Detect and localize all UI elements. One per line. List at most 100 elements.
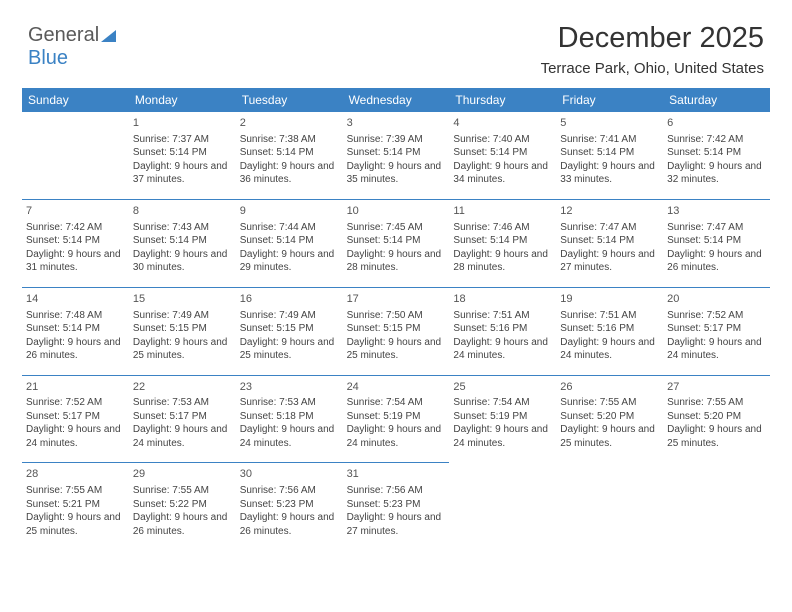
sunset-line: Sunset: 5:14 PM — [667, 146, 766, 160]
daylight-line: Daylight: 9 hours and 25 minutes. — [133, 336, 232, 363]
sunrise-line: Sunrise: 7:51 AM — [560, 309, 659, 323]
daylight-line: Daylight: 9 hours and 32 minutes. — [667, 160, 766, 187]
calendar-cell: 7Sunrise: 7:42 AMSunset: 5:14 PMDaylight… — [22, 199, 129, 287]
daylight-line: Daylight: 9 hours and 24 minutes. — [240, 423, 339, 450]
sunrise-line: Sunrise: 7:47 AM — [667, 221, 766, 235]
daylight-line: Daylight: 9 hours and 26 minutes. — [240, 511, 339, 538]
calendar-cell: 20Sunrise: 7:52 AMSunset: 5:17 PMDayligh… — [663, 287, 770, 375]
daylight-line: Daylight: 9 hours and 24 minutes. — [133, 423, 232, 450]
day-number: 5 — [560, 116, 659, 131]
calendar-cell: 8Sunrise: 7:43 AMSunset: 5:14 PMDaylight… — [129, 199, 236, 287]
day-number: 2 — [240, 116, 339, 131]
sunrise-line: Sunrise: 7:52 AM — [667, 309, 766, 323]
calendar-cell: 29Sunrise: 7:55 AMSunset: 5:22 PMDayligh… — [129, 462, 236, 550]
daylight-line: Daylight: 9 hours and 29 minutes. — [240, 248, 339, 275]
sunrise-line: Sunrise: 7:56 AM — [240, 484, 339, 498]
sunset-line: Sunset: 5:14 PM — [240, 146, 339, 160]
day-number: 24 — [347, 380, 446, 395]
day-header-wednesday: Wednesday — [343, 88, 450, 112]
sunset-line: Sunset: 5:14 PM — [453, 146, 552, 160]
page-title: December 2025 — [558, 22, 764, 55]
day-number: 29 — [133, 467, 232, 482]
daylight-line: Daylight: 9 hours and 24 minutes. — [26, 423, 125, 450]
day-header-monday: Monday — [129, 88, 236, 112]
day-number: 12 — [560, 204, 659, 219]
calendar-cell: 28Sunrise: 7:55 AMSunset: 5:21 PMDayligh… — [22, 462, 129, 550]
day-number: 28 — [26, 467, 125, 482]
daylight-line: Daylight: 9 hours and 36 minutes. — [240, 160, 339, 187]
day-number: 30 — [240, 467, 339, 482]
sunrise-line: Sunrise: 7:47 AM — [560, 221, 659, 235]
sunset-line: Sunset: 5:16 PM — [453, 322, 552, 336]
sunrise-line: Sunrise: 7:37 AM — [133, 133, 232, 147]
daylight-line: Daylight: 9 hours and 26 minutes. — [26, 336, 125, 363]
sunrise-line: Sunrise: 7:50 AM — [347, 309, 446, 323]
sunset-line: Sunset: 5:14 PM — [26, 234, 125, 248]
calendar-cell: 25Sunrise: 7:54 AMSunset: 5:19 PMDayligh… — [449, 375, 556, 463]
sunrise-line: Sunrise: 7:55 AM — [26, 484, 125, 498]
day-number: 9 — [240, 204, 339, 219]
sunrise-line: Sunrise: 7:39 AM — [347, 133, 446, 147]
sunset-line: Sunset: 5:14 PM — [560, 234, 659, 248]
day-number: 19 — [560, 292, 659, 307]
sunrise-line: Sunrise: 7:44 AM — [240, 221, 339, 235]
calendar-cell: 1Sunrise: 7:37 AMSunset: 5:14 PMDaylight… — [129, 112, 236, 199]
sunrise-line: Sunrise: 7:49 AM — [133, 309, 232, 323]
day-header-saturday: Saturday — [663, 88, 770, 112]
day-number: 18 — [453, 292, 552, 307]
sunset-line: Sunset: 5:17 PM — [667, 322, 766, 336]
day-number: 4 — [453, 116, 552, 131]
sunset-line: Sunset: 5:19 PM — [347, 410, 446, 424]
sunset-line: Sunset: 5:21 PM — [26, 498, 125, 512]
sunset-line: Sunset: 5:17 PM — [26, 410, 125, 424]
calendar-cell: 14 Sunrise: 7:48 AMSunset: 5:14 PMDayligh… — [22, 287, 129, 375]
sunrise-line: Sunrise: 7:41 AM — [560, 133, 659, 147]
calendar-cell: 3Sunrise: 7:39 AMSunset: 5:14 PMDaylight… — [343, 112, 450, 199]
sunrise-line: Sunrise: 7:42 AM — [667, 133, 766, 147]
calendar-grid: SundayMondayTuesdayWednesdayThursdayFrid… — [22, 88, 770, 550]
day-number: 1 — [133, 116, 232, 131]
logo: General Blue — [28, 24, 119, 70]
sunset-line: Sunset: 5:15 PM — [133, 322, 232, 336]
calendar-cell: 31Sunrise: 7:56 AMSunset: 5:23 PMDayligh… — [343, 462, 450, 550]
sunset-line: Sunset: 5:23 PM — [240, 498, 339, 512]
calendar-cell: 16Sunrise: 7:49 AMSunset: 5:15 PMDayligh… — [236, 287, 343, 375]
day-number: 17 — [347, 292, 446, 307]
sunrise-line: Sunrise: 7:55 AM — [667, 396, 766, 410]
sunrise-line: Sunrise: 7:45 AM — [347, 221, 446, 235]
calendar-cell: 22Sunrise: 7:53 AMSunset: 5:17 PMDayligh… — [129, 375, 236, 463]
sunrise-line: Sunrise: 7:48 AM — [26, 309, 125, 323]
sunrise-line: Sunrise: 7:52 AM — [26, 396, 125, 410]
sunset-line: Sunset: 5:14 PM — [26, 322, 125, 336]
daylight-line: Daylight: 9 hours and 25 minutes. — [240, 336, 339, 363]
day-number: 8 — [133, 204, 232, 219]
calendar-cell: 26Sunrise: 7:55 AMSunset: 5:20 PMDayligh… — [556, 375, 663, 463]
calendar-cell: 21Sunrise: 7:52 AMSunset: 5:17 PMDayligh… — [22, 375, 129, 463]
calendar-cell: 27Sunrise: 7:55 AMSunset: 5:20 PMDayligh… — [663, 375, 770, 463]
sunrise-line: Sunrise: 7:53 AM — [133, 396, 232, 410]
sunrise-line: Sunrise: 7:49 AM — [240, 309, 339, 323]
day-number: 31 — [347, 467, 446, 482]
logo-text-2: Blue — [28, 47, 68, 69]
calendar-cell: 23Sunrise: 7:53 AMSunset: 5:18 PMDayligh… — [236, 375, 343, 463]
sunrise-line: Sunrise: 7:56 AM — [347, 484, 446, 498]
sunrise-line: Sunrise: 7:40 AM — [453, 133, 552, 147]
daylight-line: Daylight: 9 hours and 28 minutes. — [347, 248, 446, 275]
daylight-line: Daylight: 9 hours and 28 minutes. — [453, 248, 552, 275]
daylight-line: Daylight: 9 hours and 25 minutes. — [347, 336, 446, 363]
daylight-line: Daylight: 9 hours and 24 minutes. — [667, 336, 766, 363]
sunset-line: Sunset: 5:18 PM — [240, 410, 339, 424]
day-number: 13 — [667, 204, 766, 219]
day-header-tuesday: Tuesday — [236, 88, 343, 112]
day-number: 10 — [347, 204, 446, 219]
sunset-line: Sunset: 5:14 PM — [347, 146, 446, 160]
day-number: 25 — [453, 380, 552, 395]
sunset-line: Sunset: 5:16 PM — [560, 322, 659, 336]
sunset-line: Sunset: 5:17 PM — [133, 410, 232, 424]
daylight-line: Daylight: 9 hours and 24 minutes. — [453, 336, 552, 363]
sunrise-line: Sunrise: 7:54 AM — [453, 396, 552, 410]
day-number: 14 — [26, 292, 125, 307]
calendar-cell: 30 Sunrise: 7:56 AMSunset: 5:23 PMDayligh… — [236, 462, 343, 550]
sunset-line: Sunset: 5:14 PM — [133, 234, 232, 248]
daylight-line: Daylight: 9 hours and 24 minutes. — [347, 423, 446, 450]
